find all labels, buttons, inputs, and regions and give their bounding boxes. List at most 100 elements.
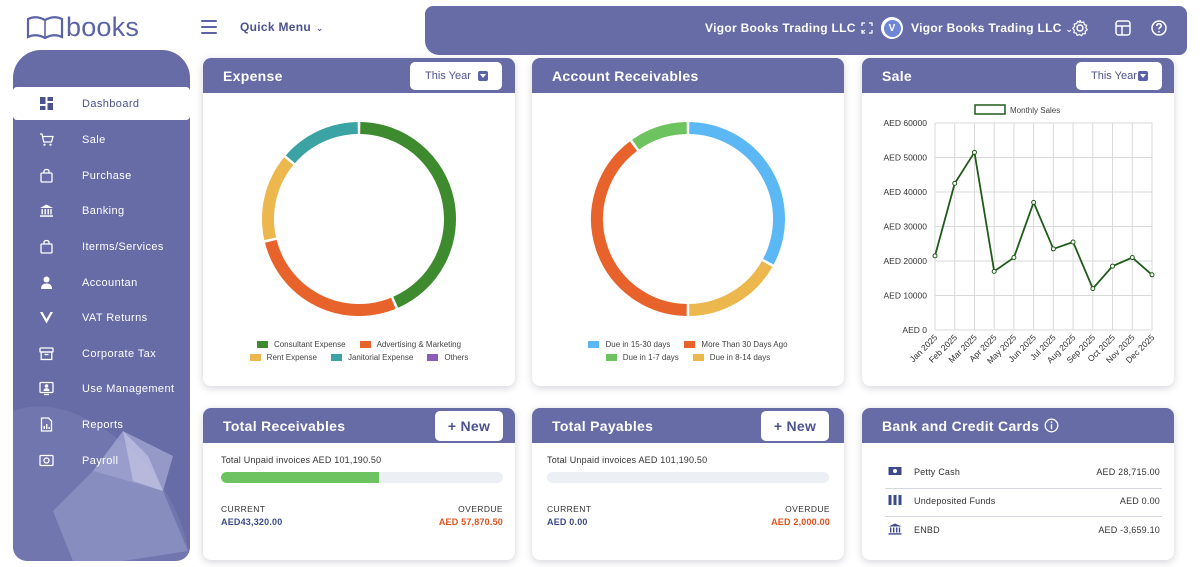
- series-line: [934, 149, 1153, 291]
- data-point[interactable]: [1011, 255, 1017, 261]
- sidebar-item-sale[interactable]: Sale: [13, 123, 190, 156]
- organization-dropdown[interactable]: Vigor Books Trading LLC ⌄: [911, 21, 1073, 35]
- top-header-bar: Vigor Books Trading LLC ⌄ V Vigor Books …: [425, 6, 1187, 55]
- data-point[interactable]: [952, 180, 958, 186]
- unpaid-invoices-text: Total Unpaid invoices AED 101,190.50: [547, 455, 708, 465]
- bank-row-enbd[interactable]: ENBD AED -3,659.10: [885, 518, 1162, 542]
- legend-item[interactable]: Due in 1-7 days: [605, 353, 679, 362]
- sidebar-item-payroll[interactable]: Payroll: [13, 444, 190, 477]
- company-dropdown[interactable]: Vigor Books Trading LLC ⌄: [705, 21, 867, 35]
- y-tick-label: AED 50000: [884, 153, 928, 163]
- quick-menu-label: Quick Menu: [240, 20, 312, 34]
- fullscreen-icon[interactable]: [861, 22, 873, 34]
- legend-item[interactable]: Consultant Expense: [256, 340, 346, 349]
- organization-label: Vigor Books Trading LLC: [911, 21, 1062, 35]
- total-payables-header: Total Payables + New: [532, 408, 844, 443]
- receivables-donut-chart: [591, 122, 785, 316]
- app-logo[interactable]: books: [26, 12, 139, 42]
- donut-slice[interactable]: [360, 122, 456, 308]
- donut-slice[interactable]: [591, 141, 687, 316]
- overdue-value: AED 2,000.00: [771, 517, 830, 527]
- y-tick-label: AED 10000: [884, 291, 928, 301]
- expense-legend: Consultant Expense Advertising & Marketi…: [203, 340, 515, 366]
- y-tick-label: AED 0: [902, 325, 927, 335]
- divider: [885, 516, 1162, 517]
- bank-credit-cards-card: Bank and Credit Cards Petty Cash AED 28,…: [862, 408, 1174, 560]
- donut-slice[interactable]: [689, 122, 785, 265]
- legend-item[interactable]: Rent Expense: [249, 353, 317, 362]
- y-tick-label: AED 60000: [884, 118, 928, 128]
- menu-toggle-icon[interactable]: [201, 20, 217, 34]
- data-point[interactable]: [1129, 255, 1135, 261]
- sidebar-item-label: Use Management: [82, 382, 175, 395]
- total-receivables-title: Total Receivables: [223, 418, 346, 434]
- sidebar-item-vat-returns[interactable]: VAT Returns: [13, 301, 190, 334]
- legend-item[interactable]: Others: [427, 353, 468, 362]
- sidebar-item-user-management[interactable]: Use Management: [13, 372, 190, 405]
- data-point[interactable]: [1110, 263, 1116, 269]
- payroll-icon: [39, 454, 54, 467]
- donut-slice[interactable]: [285, 122, 358, 164]
- info-icon[interactable]: [1044, 418, 1059, 433]
- sidebar-item-label: Banking: [82, 204, 125, 217]
- bank-row-undeposited-funds[interactable]: Undeposited Funds AED 0.00: [885, 489, 1162, 513]
- legend-item[interactable]: Janitorial Expense: [330, 353, 413, 362]
- data-point[interactable]: [932, 253, 938, 259]
- expense-donut-chart: [262, 122, 456, 316]
- layout-icon[interactable]: [1114, 19, 1132, 37]
- archive-icon: [39, 347, 54, 361]
- account-receivables-card: Account Receivables Due in 15-30 days Mo…: [532, 58, 844, 386]
- data-point[interactable]: [1149, 272, 1155, 278]
- donut-slice[interactable]: [264, 239, 396, 316]
- chevron-down-icon: ⌄: [859, 24, 868, 34]
- bank-row-petty-cash[interactable]: Petty Cash AED 28,715.00: [885, 460, 1162, 484]
- sidebar-item-purchase[interactable]: Purchase: [13, 159, 190, 192]
- receivables-progress-bar: [221, 472, 503, 483]
- legend-item[interactable]: More Than 30 Days Ago: [684, 340, 788, 349]
- receivables-progress-fill: [221, 472, 379, 483]
- sidebar-item-dashboard[interactable]: Dashboard: [13, 87, 190, 120]
- svg-text:Monthly Sales: Monthly Sales: [1010, 106, 1060, 115]
- user-icon: [41, 276, 52, 289]
- data-point[interactable]: [1090, 286, 1096, 292]
- bank-icon: [888, 523, 902, 535]
- sale-period-select[interactable]: This Year: [1076, 62, 1162, 90]
- sidebar-item-items-services[interactable]: Iterms/Services: [13, 230, 190, 263]
- legend-item[interactable]: Advertising & Marketing: [359, 340, 461, 349]
- expense-period-select[interactable]: This Year: [410, 62, 502, 90]
- account-receivables-title: Account Receivables: [552, 68, 699, 84]
- report-icon: [40, 417, 53, 432]
- sidebar-item-reports[interactable]: Reports: [13, 408, 190, 441]
- gear-icon[interactable]: [1071, 19, 1089, 37]
- dashboard-icon: [40, 97, 53, 110]
- data-point[interactable]: [1070, 239, 1076, 245]
- quick-menu-dropdown[interactable]: Quick Menu ⌄: [240, 20, 324, 34]
- donut-slice[interactable]: [262, 157, 294, 241]
- sidebar-item-corporate-tax[interactable]: Corporate Tax: [13, 337, 190, 370]
- org-avatar[interactable]: V: [881, 17, 903, 39]
- legend-item[interactable]: Monthly Sales: [974, 104, 1060, 115]
- data-point[interactable]: [1031, 199, 1037, 205]
- sidebar-item-label: Corporate Tax: [82, 347, 157, 360]
- new-bill-button[interactable]: + New: [761, 411, 829, 441]
- current-label: CURRENT: [547, 504, 592, 514]
- legend-item[interactable]: Due in 15-30 days: [588, 340, 670, 349]
- sale-period-label: This Year: [1091, 70, 1137, 82]
- sale-line-chart: Monthly Sales AED 0 AED 10000 AED 20000 AED …: [884, 104, 1157, 366]
- data-point[interactable]: [1050, 246, 1056, 252]
- donut-slice[interactable]: [632, 122, 688, 150]
- donut-slice[interactable]: [689, 260, 773, 316]
- data-point[interactable]: [971, 149, 977, 155]
- legend-item[interactable]: Due in 8-14 days: [692, 353, 770, 362]
- new-invoice-button[interactable]: + New: [435, 411, 503, 441]
- current-value: AED 0.00: [547, 517, 588, 527]
- help-icon[interactable]: [1150, 19, 1168, 37]
- bank-account-balance: AED -3,659.10: [1098, 525, 1160, 535]
- bank-title: Bank and Credit Cards: [882, 418, 1059, 434]
- chevron-down-icon: [478, 71, 488, 81]
- bank-account-balance: AED 28,715.00: [1096, 467, 1160, 477]
- sidebar-item-banking[interactable]: Banking: [13, 194, 190, 227]
- sidebar-item-accountant[interactable]: Accountan: [13, 266, 190, 299]
- expense-title: Expense: [223, 68, 283, 84]
- data-point[interactable]: [991, 268, 997, 274]
